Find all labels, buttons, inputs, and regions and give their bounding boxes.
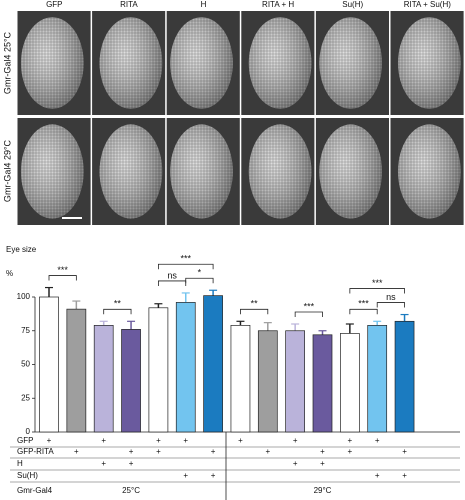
table-cell: + bbox=[101, 459, 106, 468]
bar bbox=[367, 325, 388, 433]
bar bbox=[121, 329, 141, 433]
significance-bracket bbox=[48, 275, 77, 281]
y-tick-label: 25 bbox=[21, 393, 30, 402]
bar bbox=[285, 330, 305, 433]
bar bbox=[230, 325, 251, 433]
table-cell: + bbox=[183, 471, 188, 480]
significance-bracket bbox=[158, 263, 214, 270]
eye-shade bbox=[20, 17, 84, 109]
table-cell: + bbox=[238, 436, 243, 445]
significance-bracket bbox=[376, 302, 405, 308]
table-row-label: GFP-RITA bbox=[17, 447, 54, 456]
significance-label: ns bbox=[386, 292, 396, 302]
table-cell: + bbox=[129, 447, 134, 456]
table-cell: + bbox=[47, 436, 52, 445]
y-tick-label: 0 bbox=[26, 427, 31, 436]
eye-shade bbox=[319, 124, 383, 219]
column-header: RITA + H bbox=[262, 0, 294, 9]
table-cell: + bbox=[348, 436, 353, 445]
y-tick-label: 100 bbox=[17, 292, 31, 301]
significance-label: ** bbox=[251, 299, 259, 309]
table-row-label: Su(H) bbox=[17, 471, 38, 480]
table-cell: + bbox=[375, 436, 380, 445]
column-header: H bbox=[201, 0, 207, 9]
significance-bracket bbox=[185, 277, 214, 284]
bar bbox=[257, 330, 278, 433]
table-cell: + bbox=[265, 447, 270, 456]
eye-shade bbox=[397, 17, 461, 109]
table-cell: + bbox=[211, 447, 216, 456]
bar bbox=[394, 320, 415, 433]
table-cell: + bbox=[402, 447, 407, 456]
row-label: Gmr-Gal4 29°C bbox=[2, 139, 12, 202]
eye-shade bbox=[20, 124, 84, 219]
table-cell: + bbox=[156, 436, 161, 445]
significance-bracket bbox=[158, 280, 187, 286]
significance-label: *** bbox=[358, 299, 369, 309]
eye-shade bbox=[397, 124, 461, 219]
bar bbox=[175, 302, 196, 433]
significance-label: *** bbox=[180, 254, 191, 264]
table-cell: + bbox=[101, 436, 106, 445]
bar bbox=[203, 295, 223, 433]
y-tick-label: 75 bbox=[21, 326, 30, 335]
eye-shade bbox=[248, 17, 312, 109]
eye-shade bbox=[170, 17, 233, 109]
table-cell: + bbox=[293, 436, 298, 445]
column-header: RITA bbox=[120, 0, 138, 9]
table-cell: + bbox=[156, 447, 161, 456]
significance-label: *** bbox=[372, 278, 383, 288]
significance-bracket bbox=[294, 311, 323, 317]
significance-bracket bbox=[240, 308, 269, 315]
eye-shade bbox=[170, 124, 233, 219]
significance-label: ** bbox=[114, 299, 122, 309]
table-cell: + bbox=[74, 447, 79, 456]
table-cell: + bbox=[402, 471, 407, 480]
significance-bracket bbox=[349, 288, 405, 294]
significance-label: *** bbox=[57, 265, 68, 275]
table-row-label: H bbox=[17, 459, 23, 468]
eye-shade bbox=[99, 17, 163, 109]
significance-label: ns bbox=[167, 270, 177, 280]
table-row-label: GFP bbox=[17, 436, 33, 445]
row-label: Gmr-Gal4 25°C bbox=[2, 31, 12, 94]
table-cell: + bbox=[375, 471, 380, 480]
eye-shade bbox=[319, 17, 383, 109]
driver-label: Gmr-Gal4 bbox=[17, 486, 53, 495]
bar bbox=[93, 325, 114, 433]
significance-label: * bbox=[198, 268, 202, 278]
eye-shade bbox=[99, 124, 163, 219]
group-label: 25°C bbox=[122, 486, 140, 495]
group-label: 29°C bbox=[314, 486, 332, 495]
table-cell: + bbox=[129, 459, 134, 468]
bar bbox=[340, 333, 360, 433]
significance-label: *** bbox=[304, 301, 315, 311]
eye-shade bbox=[248, 124, 312, 219]
table-cell: + bbox=[348, 447, 353, 456]
y-axis-label: Eye size bbox=[6, 245, 37, 254]
column-header: Su(H) bbox=[342, 0, 363, 9]
table-cell: + bbox=[183, 436, 188, 445]
column-header: GFP bbox=[46, 0, 62, 9]
bar bbox=[148, 307, 169, 433]
bar bbox=[39, 296, 59, 433]
bar bbox=[312, 334, 333, 433]
significance-bracket bbox=[103, 308, 132, 315]
image-panels: GFP RITA H RITA + H Su(H) RITA + Su(H) Gmr-Gal… bbox=[2, 0, 464, 225]
y-axis-unit: % bbox=[6, 269, 13, 278]
table-cell: + bbox=[320, 459, 325, 468]
bar bbox=[66, 308, 87, 433]
column-header: RITA + Su(H) bbox=[404, 0, 452, 9]
table-cell: + bbox=[293, 459, 298, 468]
table-cell: + bbox=[320, 447, 325, 456]
significance-bracket bbox=[349, 308, 378, 315]
y-tick-label: 50 bbox=[21, 360, 30, 369]
table-cell: + bbox=[211, 471, 216, 480]
